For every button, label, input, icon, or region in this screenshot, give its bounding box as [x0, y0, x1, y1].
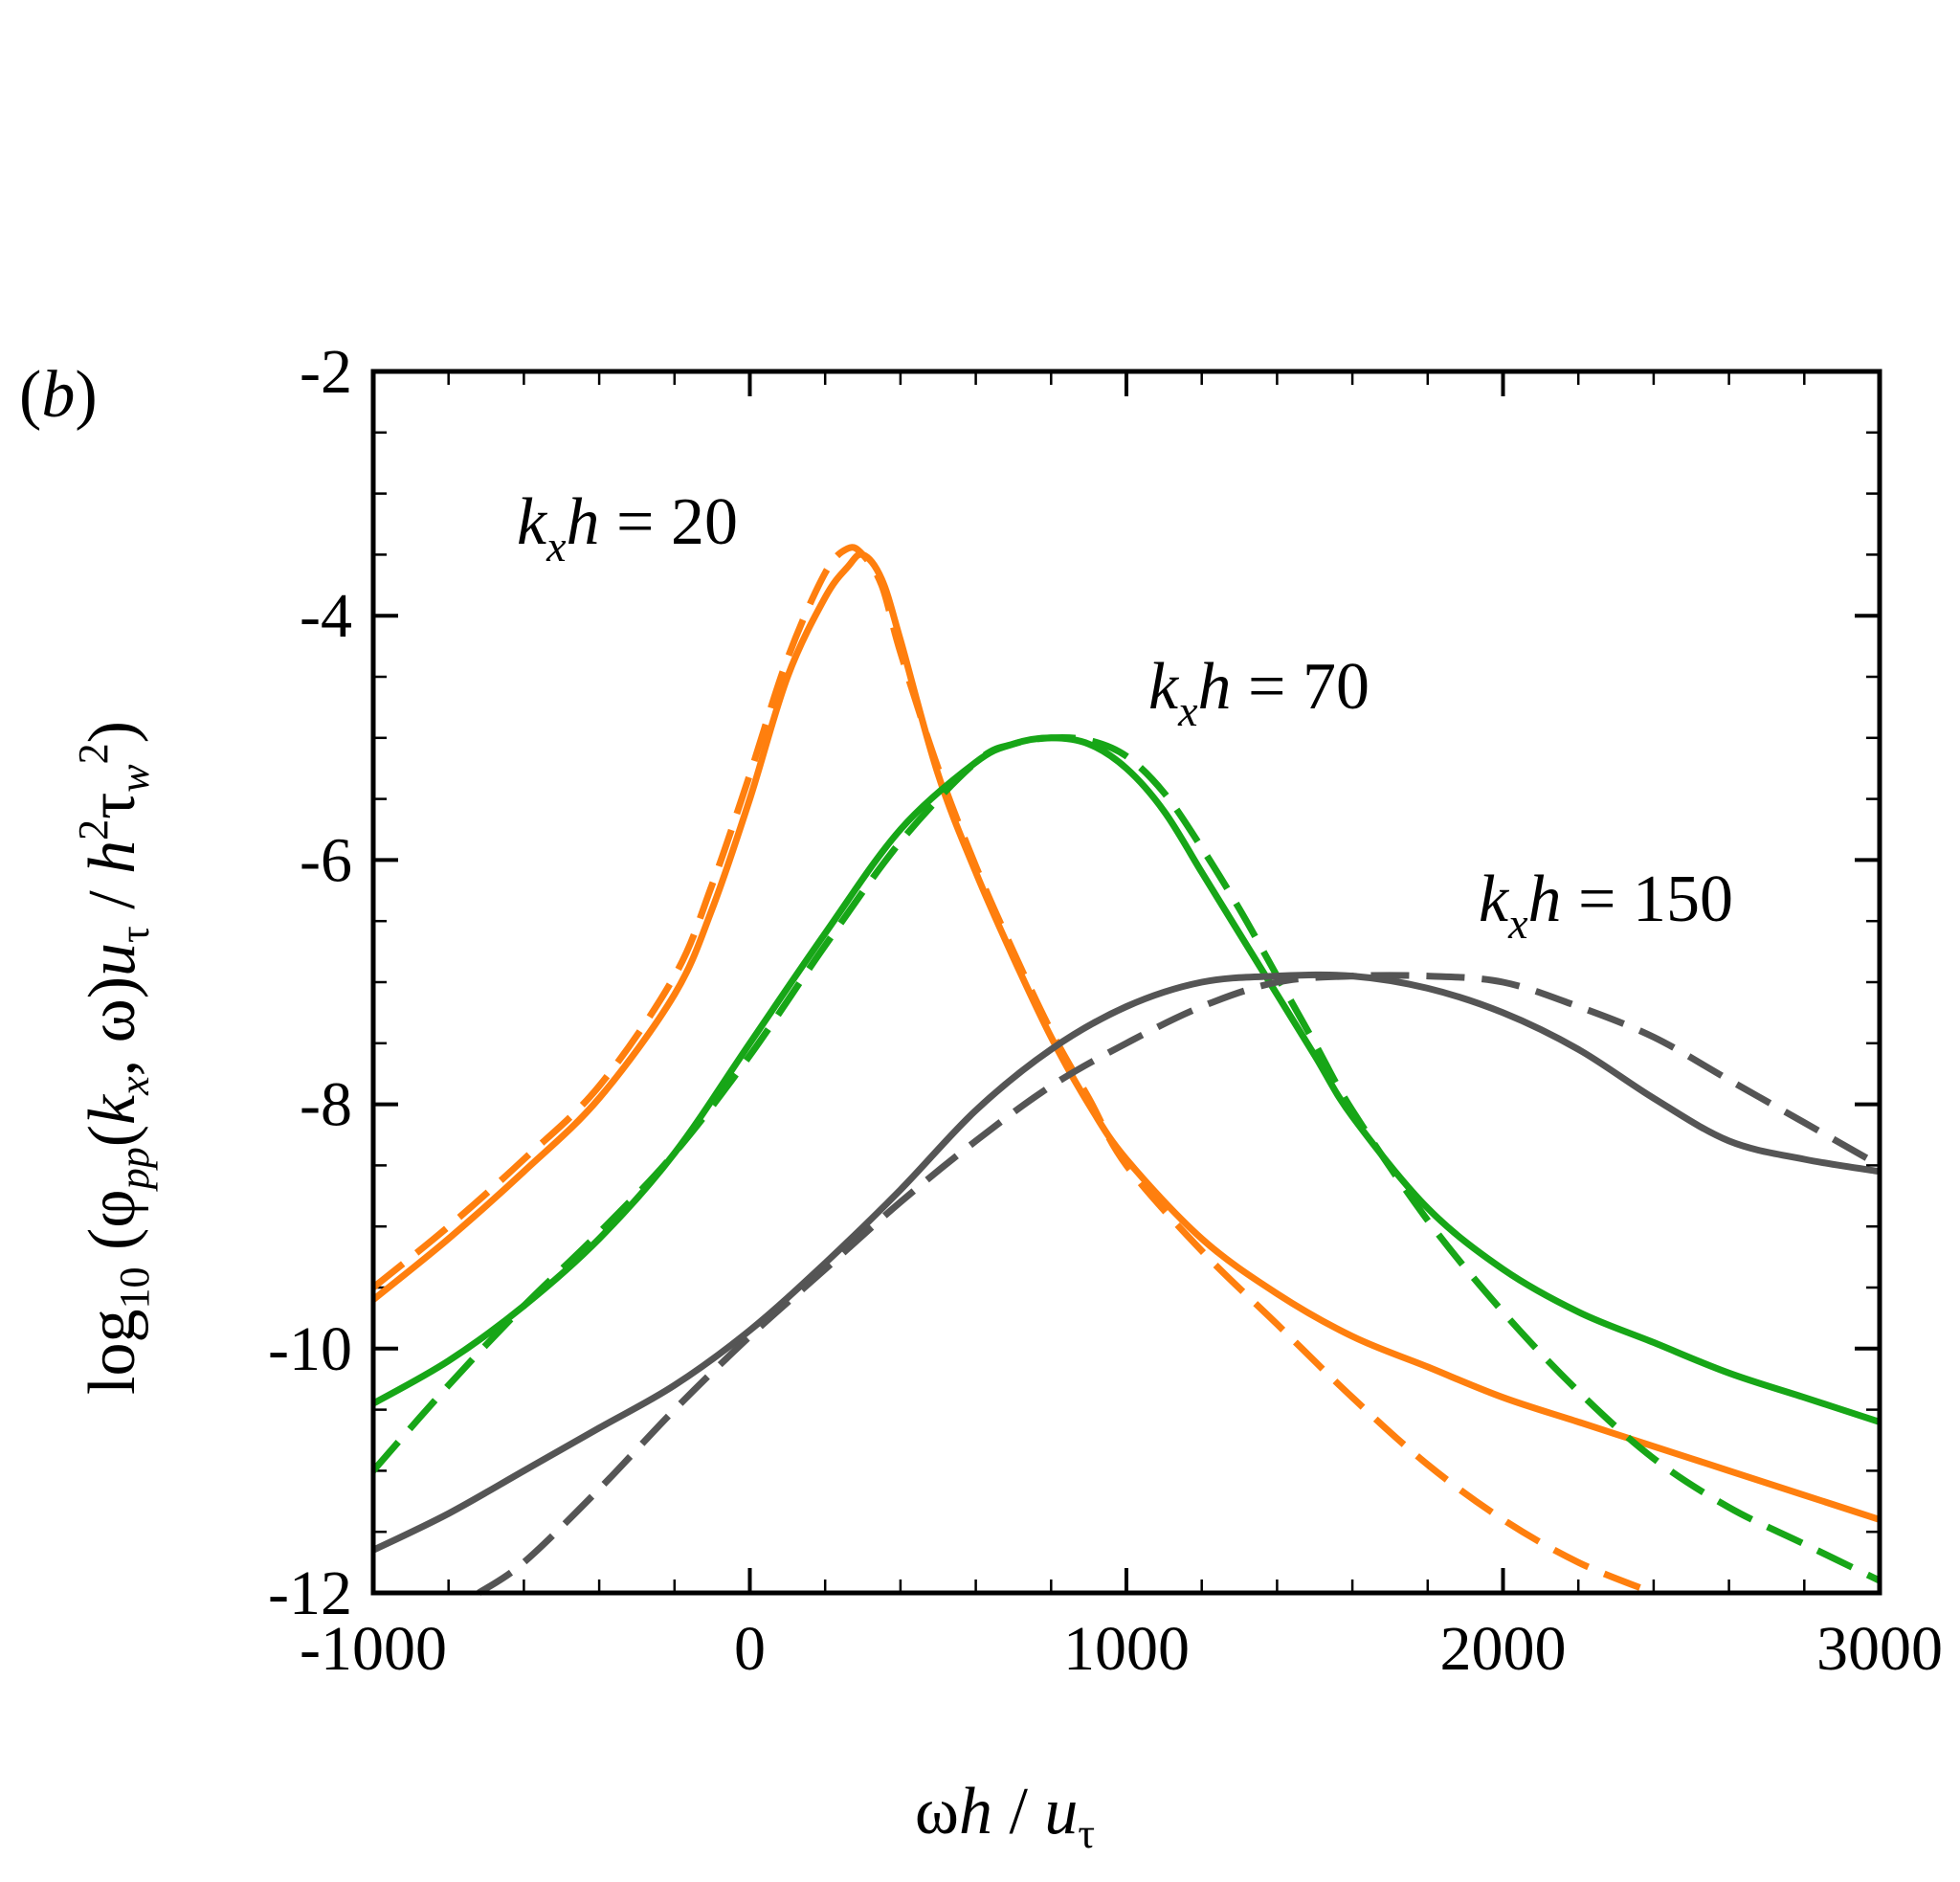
x-tick-label: -1000: [300, 1614, 447, 1684]
series-line-1-dashed: [370, 544, 1656, 1597]
x-tick-label: 1000: [1063, 1614, 1190, 1684]
panel-label: (b): [19, 358, 98, 432]
series-lines: [370, 544, 1882, 1597]
series-line-3-dashed: [370, 734, 1882, 1584]
y-tick-label: -6: [300, 825, 352, 895]
series-line-4-solid: [371, 971, 1881, 1554]
series-line-2-solid: [371, 734, 1882, 1425]
y-axis-label: log10 (φpp(kx, ω)uτ / h2τw2): [70, 721, 158, 1395]
y-tick-label: -2: [300, 337, 352, 407]
y-tick-label: -12: [268, 1558, 352, 1628]
y-tick-label: -10: [268, 1314, 352, 1384]
plot-frame: [370, 369, 1882, 1596]
y-tick-label: -4: [300, 581, 352, 651]
y-tick-label: -8: [300, 1070, 352, 1140]
x-tick-label: 0: [734, 1614, 766, 1684]
annotation-kxh-150: kxh = 150: [1479, 863, 1733, 948]
annotation-kxh-20: kxh = 20: [517, 485, 738, 571]
x-tick-label: 2000: [1440, 1614, 1567, 1684]
x-axis-label: ωh / uτ: [915, 1775, 1095, 1857]
panel-label-open: (: [19, 358, 41, 432]
annotation-kxh-70: kxh = 70: [1148, 650, 1370, 735]
x-tick-label: 3000: [1816, 1614, 1943, 1684]
series-line-5-dashed: [477, 972, 1882, 1596]
panel-label-close: ): [75, 358, 97, 432]
tick-labels: -1000 0 1000 2000 3000 -2 -4 -6 -8 -10 -12: [268, 337, 1943, 1684]
panel-label-letter: b: [41, 358, 75, 432]
